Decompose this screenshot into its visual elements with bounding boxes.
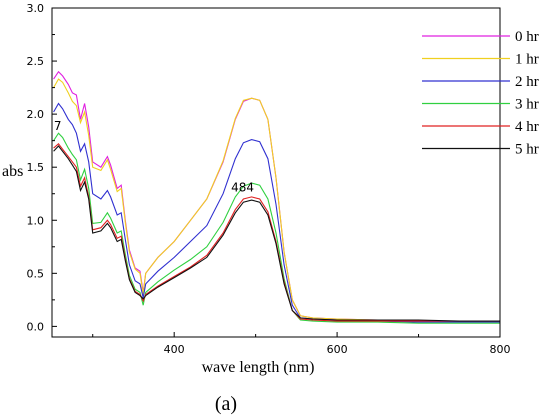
- plot-frame: [51, 7, 501, 338]
- legend-label-5: 5 hr: [515, 142, 539, 158]
- series-line-1: [53, 78, 500, 322]
- series-line-2: [53, 102, 500, 323]
- annotation-label-1: 484: [231, 180, 254, 194]
- legend: 0 hr 1 hr 2 hr 3 hr 4 hr 5 hr: [422, 29, 539, 158]
- y-tick-label: 2.5: [27, 55, 45, 68]
- legend-label-2: 2 hr: [515, 74, 539, 90]
- x-axis-title: wave length (nm): [202, 359, 315, 376]
- annotations: 7 484: [54, 119, 254, 195]
- legend-label-1: 1 hr: [515, 52, 539, 68]
- y-tick-label: 1.5: [27, 161, 45, 174]
- x-tick-label: 400: [164, 343, 185, 356]
- y-tick-label: 0.0: [27, 320, 45, 333]
- series-layer: [53, 70, 500, 324]
- y-tick-label: 3.0: [27, 2, 45, 15]
- series-line-5: [53, 145, 500, 322]
- legend-label-3: 3 hr: [515, 97, 539, 113]
- y-tick-label: 1.0: [27, 214, 45, 227]
- legend-label-4: 4 hr: [515, 119, 539, 135]
- y-tick-label: 0.5: [27, 267, 45, 280]
- x-tick-label: 600: [327, 343, 348, 356]
- annotation-label-0: 7: [54, 119, 62, 133]
- y-axis-title: abs: [2, 163, 23, 180]
- y-tick-label: 2.0: [27, 108, 45, 121]
- x-tick-label: 800: [490, 343, 511, 356]
- legend-label-0: 0 hr: [515, 29, 539, 45]
- axes-layer: 0.0 0.5 1.0 1.5 2.0 2.5 3.0 400 600 800: [27, 2, 511, 356]
- figure-caption: (a): [215, 393, 237, 415]
